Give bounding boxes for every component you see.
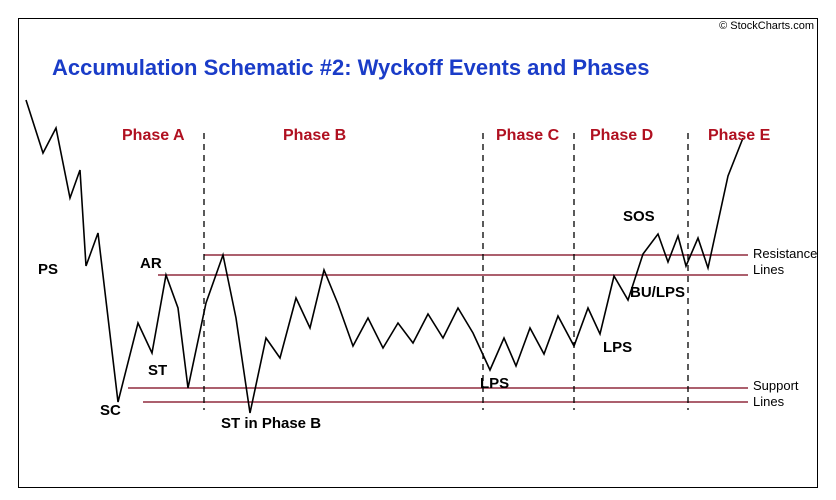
event-label: LPS [603, 339, 632, 356]
line-label: Lines [753, 394, 785, 409]
price-line [26, 100, 743, 413]
event-label: SC [100, 402, 121, 419]
phase-label: Phase E [708, 127, 771, 144]
phase-label: Phase C [496, 127, 560, 144]
wyckoff-chart: Phase A Phase B Phase C Phase D Phase E PS SC… [18, 18, 818, 488]
line-label: Support [753, 378, 799, 393]
phase-label: Phase B [283, 127, 346, 144]
phase-label: Phase A [122, 127, 185, 144]
line-label: Lines [753, 262, 785, 277]
event-label: PS [38, 261, 58, 278]
event-label: LPS [480, 375, 509, 392]
event-label: SOS [623, 208, 655, 225]
line-label: Resistance [753, 246, 817, 261]
event-label: ST in Phase B [221, 415, 321, 432]
event-label: ST [148, 362, 167, 379]
event-label: BU/LPS [630, 284, 685, 301]
event-label: AR [140, 255, 162, 272]
phase-label: Phase D [590, 127, 653, 144]
